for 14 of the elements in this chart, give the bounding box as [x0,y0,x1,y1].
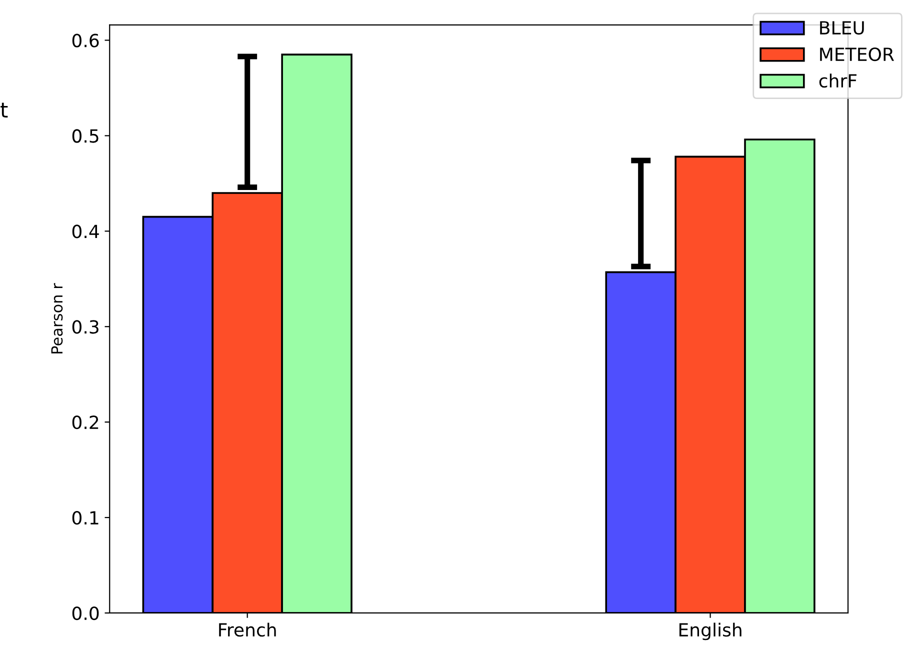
y-axis-title: Pearson r [51,283,63,354]
y-tick-label: 0.5 [72,129,98,143]
text: t [0,102,8,118]
y-tick-label: 0.4 [72,224,99,238]
y-tick-label: 0.6 [72,34,99,48]
y-tick-label: 0.1 [72,510,98,525]
legend-label: chrF [819,74,856,88]
legend-label: METEOR [820,47,894,62]
x-tick-label: English [679,622,742,640]
y-tick-label: 0.0 [72,606,99,620]
legend-label: BLEU [820,21,864,35]
y-tick-label: 0.2 [72,416,98,430]
x-tick-label: French [219,622,276,637]
y-tick-label: 0.3 [72,320,98,334]
